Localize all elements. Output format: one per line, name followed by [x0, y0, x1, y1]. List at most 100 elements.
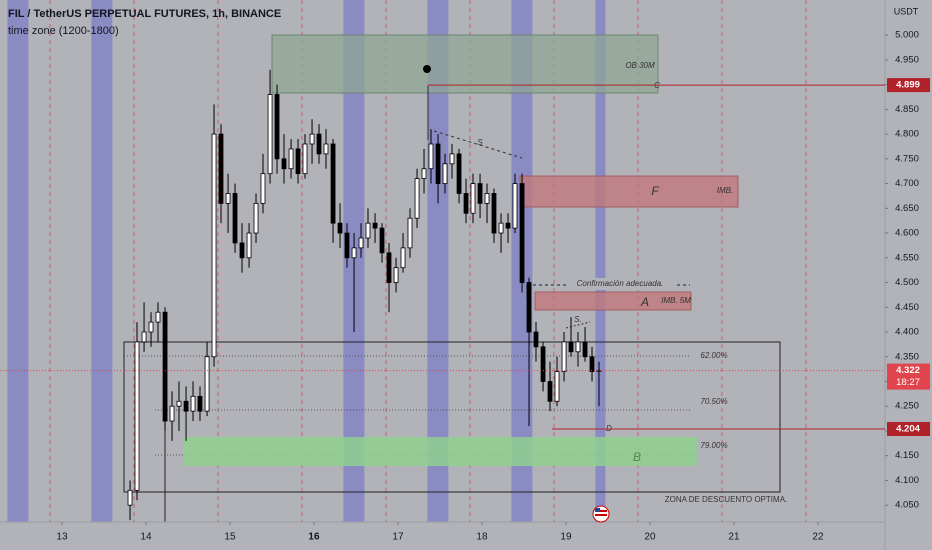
- candle-body: [491, 193, 497, 234]
- candle-body: [568, 341, 574, 353]
- time-zone-band: [427, 0, 449, 522]
- candle-body: [183, 400, 189, 412]
- candle-body: [148, 321, 154, 333]
- y-tick-label: 4.550: [895, 252, 919, 263]
- ob-label: OB 30M: [625, 61, 655, 70]
- candle-body: [134, 341, 140, 491]
- candle-body: [337, 222, 343, 234]
- candle-body: [358, 237, 364, 249]
- candle-body: [505, 222, 511, 229]
- candle-body: [218, 133, 224, 204]
- price-tag: [887, 421, 930, 436]
- candle-body: [162, 311, 168, 422]
- y-tick-label: 4.150: [895, 450, 919, 461]
- y-tick-label: 4.250: [895, 401, 919, 412]
- ob-zone: [271, 34, 659, 94]
- candle-body: [211, 133, 217, 358]
- x-tick-label: 15: [224, 532, 236, 543]
- candle-body: [176, 400, 182, 407]
- candle-body: [274, 94, 280, 160]
- candle-body: [456, 153, 462, 194]
- candle-body: [498, 222, 504, 234]
- y-tick-label: 4.800: [895, 129, 919, 140]
- fib-label: 79.00%: [700, 441, 727, 450]
- candle-body: [323, 143, 329, 155]
- candle-body: [512, 183, 518, 229]
- candle-body: [225, 193, 231, 204]
- y-tick-label: 4.950: [895, 54, 919, 65]
- y-tick-label: 4.400: [895, 327, 919, 338]
- last-price-label: 4.322: [896, 365, 920, 376]
- candle-body: [470, 183, 476, 214]
- candle-body: [400, 247, 406, 269]
- candle-body: [561, 341, 567, 372]
- s-line: [565, 321, 591, 329]
- candle-body: [414, 178, 420, 219]
- y-tick-label: 4.100: [895, 475, 919, 486]
- y-tick-label: 4.450: [895, 302, 919, 313]
- y-tick-label: 4.850: [895, 104, 919, 115]
- candle-body: [442, 163, 448, 184]
- fib-label: 62.00%: [700, 351, 727, 360]
- price-tag: [887, 78, 930, 93]
- candle-body: [554, 371, 560, 402]
- x-tick-label: 20: [644, 532, 656, 543]
- candle-body: [344, 232, 350, 259]
- candle-body: [197, 395, 203, 412]
- candle-body: [393, 267, 399, 283]
- candle-body: [232, 193, 238, 244]
- y-tick-label: 4.650: [895, 203, 919, 214]
- candle-body: [260, 173, 266, 204]
- f-label: F: [651, 184, 659, 198]
- candle-body: [421, 168, 427, 180]
- session-layer: [49, 0, 807, 522]
- candle-body: [372, 222, 378, 229]
- candle-body: [533, 331, 539, 348]
- a-label: A: [640, 295, 649, 309]
- fib-label: 70.50%: [700, 397, 727, 406]
- x-tick-label: 14: [140, 532, 152, 543]
- candle-body: [519, 183, 525, 283]
- candle-body: [281, 158, 287, 170]
- candle-body: [246, 232, 252, 259]
- candle-body: [428, 143, 434, 170]
- candle-body: [288, 148, 294, 170]
- candle-body: [239, 242, 245, 259]
- last-price-tag: [887, 363, 930, 390]
- s-label: S.: [574, 315, 582, 324]
- x-tick-label: 13: [56, 532, 68, 543]
- candle-body: [190, 395, 196, 412]
- flag-icon: [592, 505, 610, 523]
- candle-body: [540, 346, 546, 382]
- b-zone: [183, 437, 697, 466]
- time-zone-band: [7, 0, 29, 522]
- candle-body: [386, 252, 392, 283]
- discount-zone: [123, 341, 781, 493]
- candle-body: [302, 143, 308, 175]
- time-zone-band: [595, 0, 606, 522]
- currency: USDT: [894, 6, 919, 16]
- b-label: B: [633, 450, 641, 464]
- candle-body: [589, 356, 595, 372]
- s-label: S: [477, 138, 483, 147]
- chart-title: FIL / TetherUS PERPETUAL FUTURES, 1h, BI…: [8, 8, 281, 20]
- chart-subtitle: time zone (1200-1800): [8, 25, 119, 37]
- candle-body: [582, 341, 588, 358]
- candle-body: [435, 143, 441, 184]
- candle-body: [575, 341, 581, 353]
- candle-body: [316, 133, 322, 155]
- y-tick-label: 4.700: [895, 178, 919, 189]
- y-tick-label: 4.500: [895, 277, 919, 288]
- x-tick-label: 17: [392, 532, 404, 543]
- imb5-label: IMB. 5M: [661, 296, 691, 305]
- candle-body: [407, 217, 413, 249]
- candle-body: [253, 202, 259, 234]
- c-label: C: [654, 81, 660, 90]
- x-tick-label: 19: [560, 532, 572, 543]
- price-tag-label: 4.899: [896, 80, 920, 91]
- imb-label: IMB.: [717, 186, 733, 195]
- countdown: 18:27: [896, 377, 920, 388]
- x-tick-label: 16: [308, 532, 320, 543]
